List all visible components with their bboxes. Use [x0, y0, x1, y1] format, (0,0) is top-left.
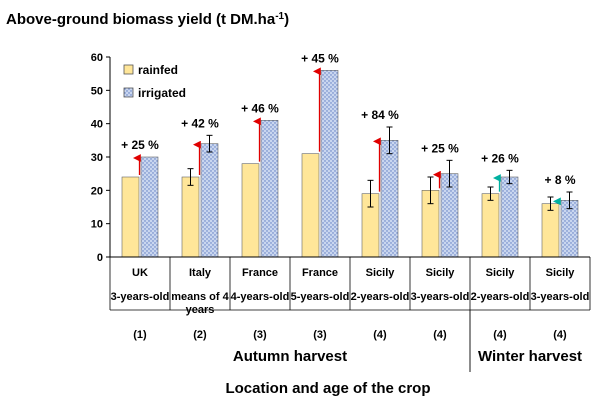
y-tick-label: 20 — [91, 185, 103, 197]
y-axis: 0 10 20 30 40 50 60 — [91, 52, 111, 264]
increase-label: + 8 % — [544, 173, 575, 187]
increase-label: + 46 % — [241, 101, 279, 115]
chart-title: Above-ground biomass yield (t DM.ha-1) — [6, 11, 289, 28]
increase-label: + 25 % — [421, 141, 459, 155]
increase-label: + 42 % — [181, 116, 219, 130]
legend-label-rainfed: rainfed — [138, 63, 178, 77]
age-label: 3-years-old — [411, 291, 470, 303]
harvest-group-label: Winter harvest — [478, 348, 582, 365]
legend-label-irrigated: irrigated — [138, 86, 186, 100]
bar-irrigated — [380, 140, 399, 258]
age-label: 2-years-old — [471, 291, 530, 303]
age-label: means of 4 — [171, 291, 229, 303]
age-label: years — [186, 304, 215, 316]
location-label: Sicily — [426, 267, 456, 279]
bar-rainfed — [301, 153, 320, 258]
location-label: Italy — [189, 267, 212, 279]
y-tick-label: 30 — [91, 152, 103, 164]
reference-label: (2) — [193, 329, 207, 341]
increase-label: + 25 % — [121, 138, 159, 152]
bar-rainfed — [541, 203, 560, 258]
legend-swatch-irrigated — [123, 87, 134, 98]
location-label: France — [302, 267, 338, 279]
y-tick-label: 50 — [91, 85, 103, 97]
bar-irrigated — [200, 143, 219, 258]
y-tick-label: 10 — [91, 219, 103, 231]
y-tick-label: 0 — [97, 252, 103, 264]
reference-label: (3) — [313, 329, 327, 341]
y-tick-label: 40 — [91, 119, 103, 131]
legend-swatch-rainfed — [123, 64, 134, 75]
location-label: France — [242, 267, 278, 279]
reference-label: (4) — [373, 329, 387, 341]
reference-label: (4) — [493, 329, 507, 341]
reference-label: (1) — [133, 329, 147, 341]
bar-rainfed — [181, 176, 200, 258]
location-label: Sicily — [486, 267, 516, 279]
increase-label: + 84 % — [361, 108, 399, 122]
age-label: 4-years-old — [231, 291, 290, 303]
x-axis-label: Location and age of the crop — [225, 380, 430, 397]
legend: rainfed irrigated — [123, 63, 186, 100]
location-label: Sicily — [366, 267, 396, 279]
reference-label: (4) — [553, 329, 567, 341]
age-label: 2-years-old — [351, 291, 410, 303]
reference-label: (4) — [433, 329, 447, 341]
bar-rainfed — [481, 193, 500, 258]
y-tick-label: 60 — [91, 52, 103, 64]
bar-irrigated — [260, 120, 279, 258]
bar-irrigated — [140, 156, 159, 258]
bar-irrigated — [500, 176, 519, 258]
location-label: UK — [132, 267, 148, 279]
bars: + 25 % + 42 % + 46 % + 45 % + 84 % + 25 % + 26… — [110, 51, 590, 258]
increase-label: + 26 % — [481, 151, 519, 165]
age-label: 3-years-old — [111, 291, 170, 303]
bar-irrigated — [320, 70, 339, 258]
bar-rainfed — [121, 176, 140, 258]
age-label: 3-years-old — [531, 291, 590, 303]
harvest-group-label: Autumn harvest — [233, 348, 347, 365]
reference-label: (3) — [253, 329, 267, 341]
bar-rainfed — [241, 163, 260, 258]
increase-label: + 45 % — [301, 51, 339, 65]
location-label: Sicily — [546, 267, 576, 279]
age-label: 5-years-old — [291, 291, 350, 303]
